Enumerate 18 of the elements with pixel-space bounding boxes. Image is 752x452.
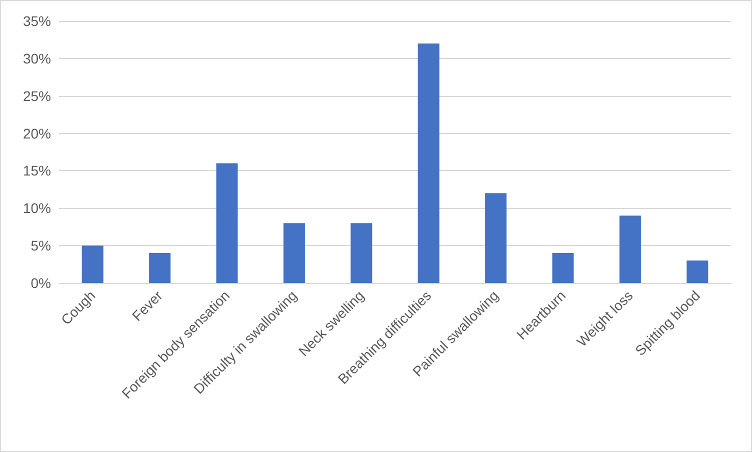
y-tick-label: 0% bbox=[30, 275, 51, 291]
bar bbox=[283, 223, 305, 283]
bar bbox=[82, 246, 104, 283]
bar bbox=[686, 260, 708, 283]
y-tick-label: 10% bbox=[22, 200, 51, 216]
bar bbox=[619, 216, 641, 283]
bar bbox=[418, 43, 440, 283]
bar bbox=[552, 253, 574, 283]
y-tick-label: 25% bbox=[22, 88, 51, 104]
bar bbox=[216, 163, 238, 283]
bar bbox=[149, 253, 171, 283]
bar bbox=[485, 193, 507, 283]
bar bbox=[350, 223, 372, 283]
y-tick-label: 30% bbox=[22, 50, 51, 66]
y-tick-label: 5% bbox=[30, 238, 51, 254]
y-tick-label: 35% bbox=[22, 13, 51, 29]
y-tick-label: 15% bbox=[22, 162, 51, 179]
y-tick-label: 20% bbox=[22, 125, 51, 142]
